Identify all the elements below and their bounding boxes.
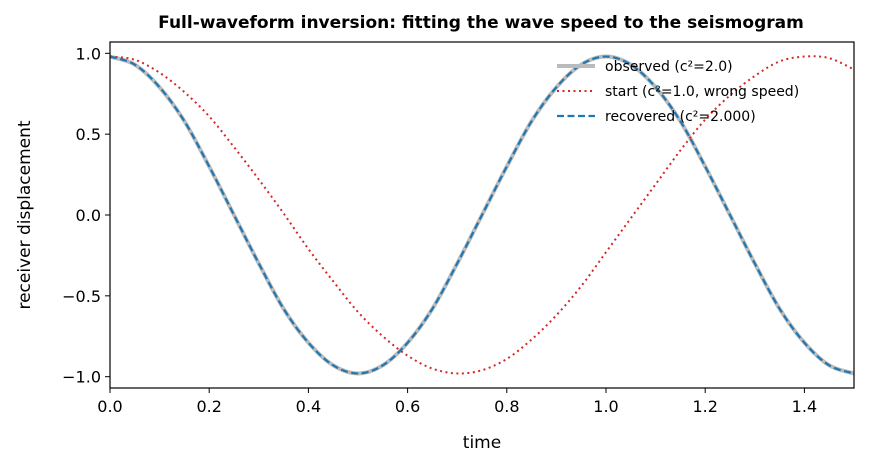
plot-area <box>109 54 855 376</box>
axis-ticks: 0.0 0.2 0.4 0.6 0.8 1.0 1.2 1.4 1.0 0.5 0.0 −0.5 −1.… <box>62 44 817 416</box>
y-tick-label: 1.0 <box>76 44 101 63</box>
x-tick-label: 0.6 <box>395 397 420 416</box>
y-tick-label: −0.5 <box>62 287 101 306</box>
x-axis-label: time <box>463 433 501 453</box>
x-tick-label: 0.4 <box>296 397 321 416</box>
legend-label: recovered (c²=2.000) <box>605 109 756 125</box>
y-tick-label: 0.5 <box>76 125 101 144</box>
x-tick-label: 0.8 <box>494 397 519 416</box>
y-axis-label: receiver displacement <box>15 120 35 309</box>
x-tick-label: 1.0 <box>593 397 618 416</box>
legend-label: start (c²=1.0, wrong speed) <box>605 84 799 100</box>
chart-title: Full-waveform inversion: fitting the wav… <box>158 13 804 33</box>
y-tick-label: 0.0 <box>76 206 101 225</box>
x-tick-label: 0.0 <box>97 397 122 416</box>
legend: observed (c²=2.0) start (c²=1.0, wrong sp… <box>557 59 799 125</box>
legend-label: observed (c²=2.0) <box>605 59 733 75</box>
x-tick-label: 1.2 <box>692 397 717 416</box>
x-tick-label: 0.2 <box>196 397 221 416</box>
series-recovered-line <box>109 55 855 375</box>
x-tick-label: 1.4 <box>792 397 817 416</box>
plot-frame <box>109 41 855 389</box>
y-tick-label: −1.0 <box>62 368 101 387</box>
